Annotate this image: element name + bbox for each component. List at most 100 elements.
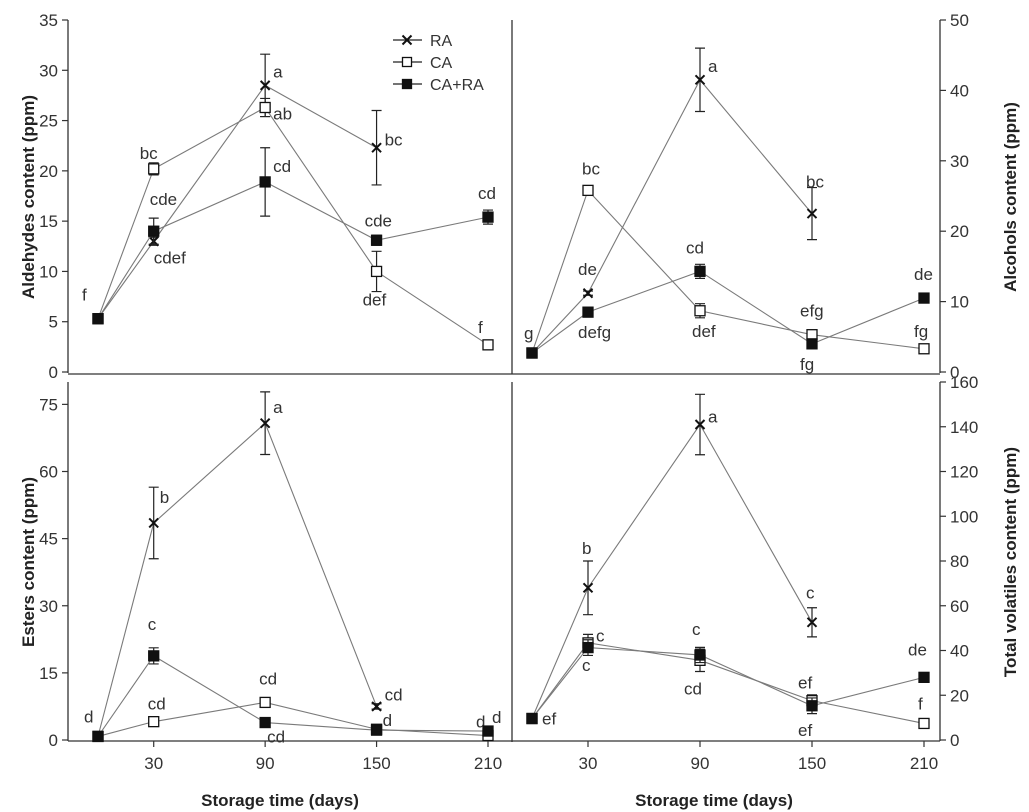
esters-point-ca-ra [148,650,160,662]
alcohols-label-ca-ra: cd [686,238,704,257]
alcohols-point-ca [806,329,818,341]
aldehydes-label-ca: f [478,318,483,337]
esters-ytick-label: 15 [39,664,58,683]
legend: RA CA CA+RA [393,33,484,94]
total-label-ra: c [806,583,815,602]
legend-label-ca: CA [430,55,453,72]
total-ytick-label: 0 [950,731,959,750]
alcohols-point-ca-ra [806,338,818,350]
alcohols-ytick-label: 0 [950,363,959,382]
total-xtick-label: 150 [798,754,826,773]
alcohols-label-ca: efg [800,302,824,321]
aldehydes-point-ca-ra [482,211,494,223]
total-point-ca-ra [526,712,538,725]
aldehydes-label-ca: ab [273,104,292,123]
esters-point-ca-ra [370,724,383,736]
aldehydes-label-ca-ra: f [82,286,87,305]
alcohols-point-ca-ra [582,306,594,318]
total-xtick-label: 210 [910,754,938,773]
alcohols-label-ca-ra: g [524,324,533,343]
esters-ytick-label: 75 [39,395,58,414]
alcohols-label-ra: a [708,57,718,76]
total-xtick-label: 30 [579,754,598,773]
alcohols-label-ca: bc [582,159,600,178]
esters-ytick-label: 0 [49,731,58,750]
alcohols-point-ra [582,287,594,299]
ylabel-alcohols: Alcohols content (ppm) [1001,102,1020,292]
total-ytick-label: 100 [950,507,978,526]
esters-point-ra [371,701,382,712]
aldehydes-point-ca-ra [92,313,104,325]
aldehydes-ytick-label: 5 [49,313,58,332]
alcohols-point-ca [918,343,930,355]
esters-point-ca [148,716,160,728]
esters-point-ca [259,696,271,709]
alcohols-label-ca-ra: fg [800,355,814,374]
total-label-ra: a [708,408,718,427]
total-label-ca: ef [798,674,812,693]
esters-line-ra [97,422,378,737]
alcohols-line-ra [531,78,813,354]
alcohols-label-ca: def [692,322,716,341]
alcohols-ytick-label: 50 [950,11,969,30]
total-point-ra [582,582,594,594]
alcohols-label-ca-ra: de [914,265,933,284]
alcohols-label-ca: fg [914,322,928,341]
total-label-ca-ra: ef [542,710,556,729]
total-label-ca-ra: ef [798,721,812,740]
total-point-ca [918,717,930,730]
total-label-ca-ra: c [596,627,605,646]
alcohols-ytick-label: 40 [950,81,969,100]
esters-ytick-label: 45 [39,530,58,549]
esters-label-ca-ra: cd [267,728,285,747]
aldehydes-ytick-label: 15 [39,212,58,231]
alcohols-ytick-label: 10 [950,293,969,312]
total-line-ra [531,423,813,719]
aldehydes-label-ca-ra: cde [150,190,177,209]
esters-point-ra [148,517,159,529]
total-point-ca-ra [582,641,594,654]
esters-point-ca-ra [482,725,494,737]
legend-marker-ra [401,34,413,46]
aldehydes-ytick-label: 25 [39,112,58,131]
aldehydes-label-ra: bc [385,131,403,150]
alcohols-point-ca-ra [526,347,538,359]
esters-label-ca: cd [148,695,166,714]
alcohols-point-ca [694,305,706,317]
ylabel-aldehydes: Aldehydes content (ppm) [19,95,38,299]
aldehydes-label-ca-ra: cd [273,157,291,176]
aldehydes-point-ca [482,339,494,351]
aldehydes-label-ca-ra: cde [365,211,392,230]
legend-marker-ca-ra [401,78,413,90]
total-ytick-label: 60 [950,597,969,616]
aldehydes-point-ca-ra [259,176,271,188]
total-ytick-label: 20 [950,686,969,705]
aldehydes-ytick-label: 35 [39,11,58,30]
plot-layer: 05101520253035cdefabcbcabdefffcdecdcdecd… [39,11,978,773]
esters-label-ra: a [273,398,283,417]
total-point-ra [806,617,818,628]
esters-point-ca-ra [92,730,104,743]
alcohols-label-ra: bc [806,173,824,192]
aldehydes-line-ra [97,84,377,320]
aldehydes-label-ca: bc [140,144,158,163]
esters-xtick-label: 150 [362,754,390,773]
total-label-ca: f [918,694,923,713]
esters-point-ra [259,417,271,429]
alcohols-point-ra [694,74,706,86]
total-label-ca: c [582,656,591,675]
total-xtick-label: 90 [691,754,710,773]
total-point-ca-ra [806,700,818,712]
alcohols-point-ca-ra [694,265,706,277]
alcohols-label-ra: de [578,260,597,279]
legend-marker-ca [401,56,413,68]
total-line-ca-ra [531,647,925,719]
alcohols-point-ra [806,208,818,219]
esters-label-ra: b [160,488,169,507]
esters-xtick-label: 90 [256,754,275,773]
esters-label-ca: d [476,713,485,732]
esters-label-ca-ra: d [84,707,93,726]
aldehydes-point-ca-ra [370,234,383,246]
esters-xtick-label: 30 [144,754,163,773]
alcohols-label-ca-ra: defg [578,323,611,342]
